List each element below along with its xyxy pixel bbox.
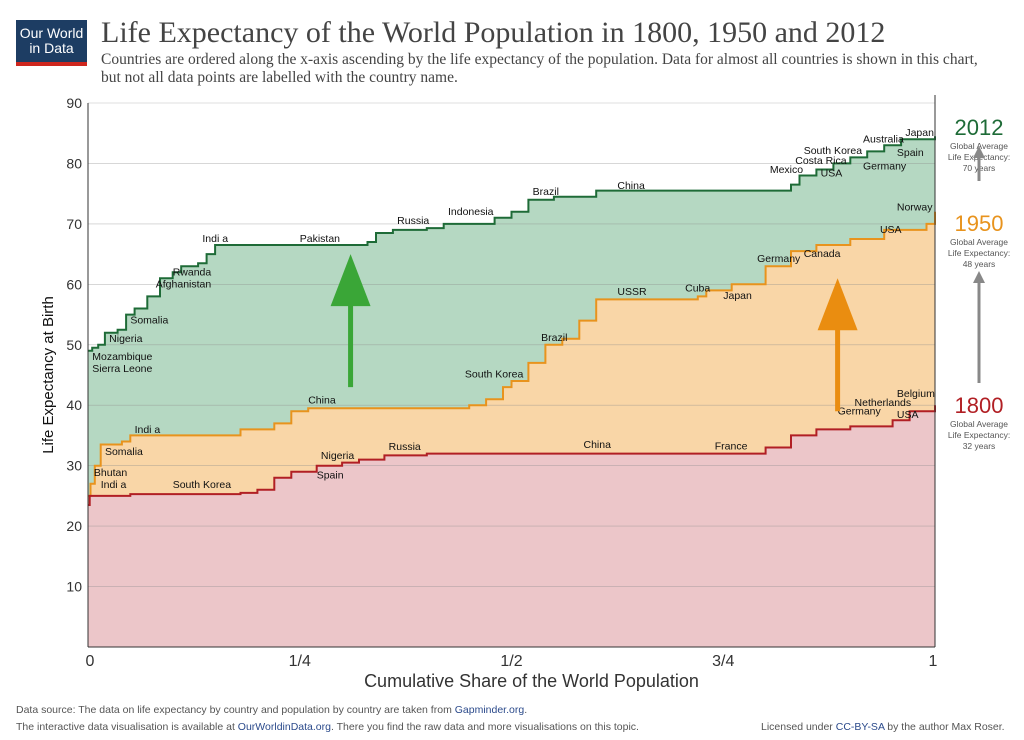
annotation-connector-head-1 [973, 271, 985, 283]
license-link[interactable]: CC-BY-SA [835, 721, 885, 733]
line-2012 [88, 136, 936, 352]
country-label-1950-5: Brazil [541, 332, 567, 344]
country-label-2012-2: Nigeria [109, 333, 142, 345]
country-label-1800-6: France [715, 440, 748, 452]
y-tick-label-90: 90 [66, 95, 82, 111]
x-axis-label: Cumulative Share of the World Population [364, 671, 699, 691]
country-label-1800-9: Netherlands [855, 397, 912, 409]
country-label-1950-0: Bhutan [94, 467, 127, 479]
x-tick-label-3: 3/4 [712, 653, 734, 670]
country-label-2012-6: Indi a [202, 233, 228, 245]
footer-interactive: The interactive data visualisation is av… [16, 721, 639, 733]
y-tick-label-10: 10 [66, 579, 82, 595]
country-label-1950-11: USA [880, 224, 902, 236]
footer-interactive-prefix: The interactive data visualisation is av… [16, 721, 238, 733]
annotation-text-1800-1: Life Expectancy: [948, 430, 1010, 440]
y-tick-label-60: 60 [66, 276, 82, 292]
country-label-1950-9: Germany [757, 253, 801, 265]
owid-logo: Our World in Data [16, 20, 87, 66]
country-label-1950-7: Cuba [685, 283, 710, 295]
y-axis-label: Life Expectancy at Birth [40, 296, 57, 454]
annotation-year-1950: 1950 [955, 211, 1004, 236]
footer-license-prefix: Licensed under [761, 721, 836, 733]
country-label-2012-11: China [617, 180, 645, 192]
country-label-1800-8: USA [897, 409, 919, 421]
y-tick-label-70: 70 [66, 216, 82, 232]
life-expectancy-chart: 10 20 30 40 50 60 70 80 90 0 1/4 1/2 3/4 1 Cumulative … [40, 95, 1010, 691]
country-label-2012-4: Afghanistan [156, 278, 212, 290]
owid-link[interactable]: OurWorldinData.org [237, 721, 331, 733]
country-label-1950-6: USSR [617, 286, 647, 298]
arrow-head-0 [330, 254, 371, 307]
country-label-1950-2: Indi a [135, 424, 161, 436]
annotation-text-1800-2: 32 years [963, 441, 996, 451]
footer-license-suffix: by the author Max Roser. [884, 721, 1005, 733]
country-label-1800-5: China [583, 439, 611, 451]
country-label-2012-10: Brazil [533, 186, 559, 198]
country-label-2012-9: Indonesia [448, 206, 494, 218]
logo-line-2: in Data [29, 40, 74, 56]
line-1800 [88, 405, 936, 506]
footer-source-suffix: . [524, 704, 528, 716]
country-label-2012-15: South Korea [804, 145, 863, 157]
y-tick-label-30: 30 [66, 458, 82, 474]
annotation-text-2012-0: Global Average [950, 141, 1008, 151]
country-label-1800-2: Spain [317, 469, 344, 481]
arrow-head-1 [817, 278, 858, 331]
country-label-2012-1: Mozambique [92, 351, 152, 363]
annotation-year-2012: 2012 [955, 115, 1004, 140]
country-label-1950-8: Japan [723, 290, 752, 302]
country-label-2012-18: Australia [863, 133, 904, 145]
country-label-1950-12: Norway [897, 202, 933, 214]
country-label-1800-3: Nigeria [321, 450, 354, 462]
y-tick-label-50: 50 [66, 337, 82, 353]
country-label-1950-1: Somalia [105, 446, 143, 458]
country-label-1950-3: China [308, 394, 336, 406]
logo-line-1: Our World [19, 25, 84, 41]
country-label-1800-1: South Korea [173, 479, 232, 491]
y-tick-label-40: 40 [66, 397, 82, 413]
annotation-text-1950-2: 48 years [963, 259, 996, 269]
annotation-text-1950-0: Global Average [950, 237, 1008, 247]
country-label-2012-5: Rwanda [173, 266, 212, 278]
country-label-2012-7: Pakistan [300, 233, 340, 245]
x-tick-label-4: 1 [929, 653, 938, 670]
country-label-2012-16: Germany [863, 160, 907, 172]
country-label-2012-3: Somalia [130, 315, 168, 327]
annotation-text-1800-0: Global Average [950, 419, 1008, 429]
country-label-1950-10: Canada [804, 248, 841, 260]
country-label-2012-14: Costa Rica [795, 155, 847, 167]
annotation-year-1800: 1800 [955, 393, 1004, 418]
country-label-2012-8: Russia [397, 215, 429, 227]
country-label-2012-12: Mexico [770, 164, 803, 176]
footer-source: Data source: The data on life expectancy… [16, 704, 527, 716]
country-label-2012-17: Spain [897, 147, 924, 159]
footer-license: Licensed under CC-BY-SA by the author Ma… [761, 721, 1005, 733]
line-1950 [88, 211, 936, 497]
gapminder-link[interactable]: Gapminder.org [454, 704, 525, 716]
country-label-2012-13: USA [821, 168, 843, 180]
x-tick-label-2: 1/2 [500, 653, 522, 670]
annotation-text-1950-1: Life Expectancy: [948, 248, 1010, 258]
x-tick-label-1: 1/4 [289, 653, 311, 670]
country-label-2012-19: Japan [905, 127, 934, 139]
country-label-1800-10: Belgium [897, 388, 935, 400]
footer-interactive-suffix: . There you find the raw data and more v… [330, 721, 639, 733]
y-tick-label-80: 80 [66, 155, 82, 171]
country-label-2012-0: Sierra Leone [92, 363, 152, 375]
country-label-1800-7: Germany [838, 405, 882, 417]
country-label-1950-4: South Korea [465, 368, 524, 380]
chart-title: Life Expectancy of the World Population … [101, 16, 886, 49]
footer-source-prefix: Data source: The data on life expectancy… [16, 704, 455, 716]
x-tick-label-0: 0 [86, 653, 95, 670]
y-tick-label-20: 20 [66, 518, 82, 534]
annotation-connector-head-0 [973, 146, 985, 158]
chart-subtitle: Countries are ordered along the x-axis a… [101, 51, 978, 86]
country-label-1800-0: Indi a [101, 479, 127, 491]
country-label-1800-4: Russia [389, 441, 421, 453]
